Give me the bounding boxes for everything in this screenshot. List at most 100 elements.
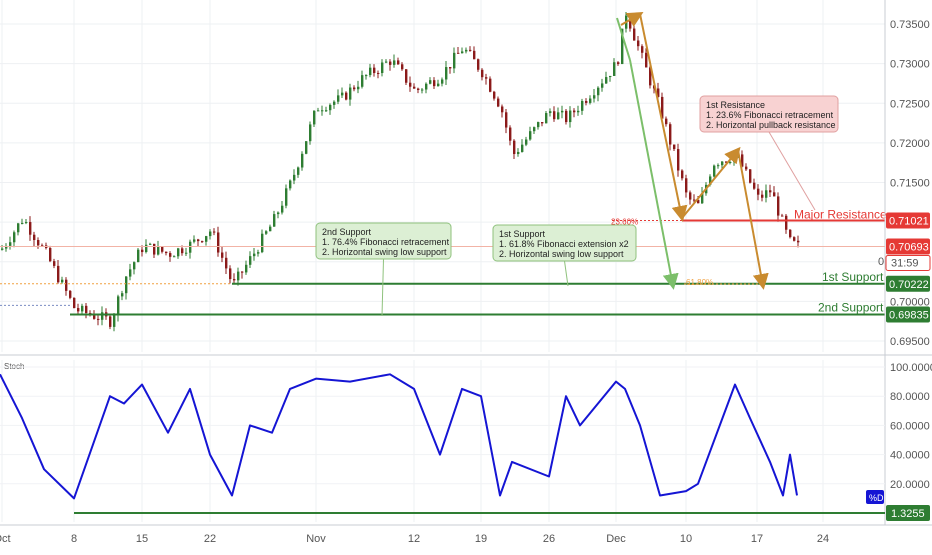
major-resistance-label: Major Resistance — [794, 207, 887, 221]
candle-body — [97, 318, 100, 320]
resistance-callout-box — [699, 95, 839, 133]
candle-body — [701, 193, 704, 204]
candle-body — [333, 101, 336, 105]
candle-body — [201, 241, 204, 243]
candle-body — [741, 154, 744, 167]
candle-body — [389, 61, 392, 65]
support2-callout-text: 2. Horizontal swing low support — [322, 247, 447, 257]
candle-body — [157, 246, 160, 255]
candle-body — [673, 144, 676, 150]
candle-body — [409, 82, 412, 87]
candle-body — [337, 95, 340, 102]
candle-body — [449, 67, 452, 69]
stoch-level-tag — [886, 505, 930, 521]
fib-236-label: 23.60% — [611, 217, 638, 226]
candle-body — [57, 265, 60, 283]
candle-body — [289, 180, 292, 189]
candle-body — [601, 83, 604, 88]
candle-body — [237, 271, 240, 281]
support2-callout-text: 2nd Support — [322, 227, 372, 237]
x-tick-label: 10 — [680, 533, 692, 545]
candle-body — [413, 86, 416, 89]
stoch-tick-label: 20.0000 — [890, 479, 930, 491]
candle-body — [429, 80, 432, 84]
candle-body — [689, 192, 692, 200]
candle-body — [373, 67, 376, 73]
x-tick-label: 22 — [204, 533, 216, 545]
candle-body — [565, 110, 568, 123]
candle-body — [797, 240, 800, 243]
x-tick-label: Oct — [0, 533, 11, 545]
candle-body — [1, 248, 4, 250]
support1-callout-text: 2. Horizontal swing low support — [499, 249, 624, 259]
candle-body — [485, 77, 488, 79]
support1-callout-box — [492, 224, 637, 262]
candle-body — [209, 231, 212, 237]
stoch-legend-tag — [866, 490, 884, 504]
x-tick-label: 12 — [408, 533, 420, 545]
candle-body — [281, 205, 284, 213]
stoch-tick-label: 80.0000 — [890, 391, 930, 403]
candle-body — [773, 192, 776, 197]
green-arrow-up — [616, 17, 631, 61]
candle-body — [269, 226, 272, 232]
candle-body — [233, 279, 236, 281]
candle-body — [481, 69, 484, 78]
stoch-tick-label: 40.0000 — [890, 450, 930, 462]
candle-body — [41, 245, 44, 247]
candle-body — [365, 75, 368, 77]
candle-body — [341, 92, 344, 96]
fib-618-label: 61.80% — [686, 278, 713, 287]
x-tick-label: Dec — [606, 533, 626, 545]
candle-body — [461, 51, 464, 54]
gridlines — [0, 0, 885, 522]
resistance-tag-text: 0.71021 — [889, 215, 929, 227]
candle-body — [65, 279, 68, 291]
stoch-d-line — [0, 373, 798, 500]
candle-body — [513, 140, 516, 155]
candle-body — [265, 231, 268, 234]
candle-body — [497, 98, 500, 107]
candle-body — [613, 62, 616, 76]
price-tick-label: 0.70000 — [890, 296, 930, 308]
candle-body — [25, 222, 28, 224]
orange-arrow-top — [620, 11, 644, 27]
stoch-legend-tag-text: %D — [869, 493, 884, 503]
candle-body — [785, 215, 788, 230]
candle-body — [297, 167, 300, 175]
candle-body — [13, 232, 16, 243]
candle-body — [385, 61, 388, 63]
candle-body — [477, 59, 480, 70]
candle-body — [549, 111, 552, 114]
candle-body — [533, 127, 536, 132]
candle-body — [301, 153, 304, 168]
candle-body — [69, 290, 72, 298]
candle-body — [589, 98, 592, 103]
resistance-tag — [886, 212, 930, 229]
candle-body — [241, 271, 244, 273]
candle-body — [617, 62, 620, 65]
candle-body — [261, 233, 264, 253]
candle-body — [77, 308, 80, 312]
candle-body — [541, 122, 544, 124]
candle-body — [465, 49, 468, 52]
candle-body — [49, 247, 52, 262]
candle-body — [657, 88, 660, 97]
candle-body — [489, 78, 492, 92]
candle-body — [445, 67, 448, 80]
candle-body — [161, 246, 164, 252]
candle-body — [609, 75, 612, 78]
candle-body — [749, 169, 752, 183]
candle-body — [321, 110, 324, 112]
candle-body — [153, 243, 156, 255]
candle-body — [33, 234, 36, 241]
support2-label: 2nd Support — [818, 300, 884, 314]
zero-label: 0 — [878, 256, 884, 268]
candle-body — [145, 244, 148, 253]
candle-body — [93, 314, 96, 319]
candle-body — [81, 305, 84, 312]
candle-body — [553, 111, 556, 120]
